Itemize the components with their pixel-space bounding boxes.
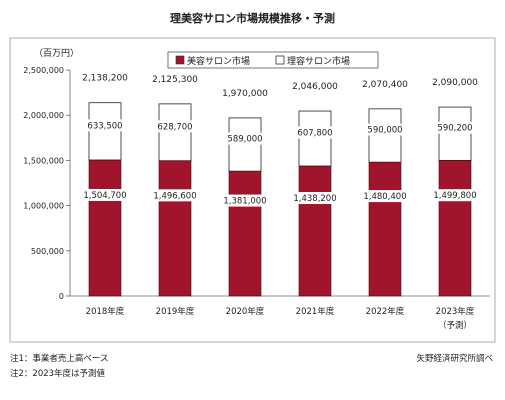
y-tick-label-0: 0 xyxy=(59,292,64,301)
bar-total-label-4: 2,070,400 xyxy=(362,80,408,90)
bar-barber-label-bg-3 xyxy=(293,126,337,139)
bar-total-label-3: 2,046,000 xyxy=(292,82,338,92)
bar-barber-label-bg-5 xyxy=(433,121,477,134)
bar-beauty-label-4: 1,480,400 xyxy=(363,192,406,202)
legend-swatch-barber xyxy=(275,55,285,65)
note-1: 注1：事業者売上高ベース xyxy=(10,354,109,364)
x-tick-label-2: 2020年度 xyxy=(226,306,265,317)
bar-beauty-label-bg-5 xyxy=(433,189,477,202)
y-tick-label-3: 1,500,000 xyxy=(23,156,64,165)
y-tick-label-5: 2,500,000 xyxy=(23,66,64,75)
legend-swatch-beauty xyxy=(175,55,185,65)
y-tick-label-2: 1,000,000 xyxy=(23,202,64,211)
bar-beauty-label-bg-1 xyxy=(153,189,197,202)
bar-beauty-label-bg-3 xyxy=(293,191,337,204)
bar-barber-label-bg-0 xyxy=(83,119,127,132)
bar-barber-label-4: 590,000 xyxy=(367,126,402,136)
chart-frame xyxy=(9,37,496,343)
bar-barber-label-bg-2 xyxy=(223,132,267,145)
bar-beauty-label-0: 1,504,700 xyxy=(83,191,126,201)
bar-barber-label-0: 633,500 xyxy=(87,121,122,131)
y-tick-label-1: 500,000 xyxy=(31,247,64,256)
bar-total-label-1: 2,125,300 xyxy=(152,75,198,85)
legend-label-barber: 理容サロン市場 xyxy=(287,55,350,67)
bar-barber-label-bg-4 xyxy=(363,123,407,136)
bar-barber-label-3: 607,800 xyxy=(297,129,332,139)
bar-total-label-2: 1,970,000 xyxy=(222,89,268,99)
legend-label-beauty: 美容サロン市場 xyxy=(187,55,250,67)
y-unit-label: （百万円） xyxy=(34,48,79,59)
bar-beauty-4 xyxy=(368,161,402,297)
x-tick-sublabel-5: （予測） xyxy=(438,320,472,331)
bar-beauty-label-bg-2 xyxy=(223,194,267,207)
bar-beauty-2 xyxy=(228,170,262,297)
bar-beauty-label-2: 1,381,000 xyxy=(223,197,266,207)
x-tick-label-4: 2022年度 xyxy=(366,306,405,317)
bar-beauty-label-5: 1,499,800 xyxy=(433,191,476,201)
x-tick-label-5: 2023年度 xyxy=(436,306,475,317)
x-tick-label-0: 2018年度 xyxy=(86,306,125,317)
bar-barber-label-bg-1 xyxy=(153,120,197,133)
x-tick-label-1: 2019年度 xyxy=(156,306,195,317)
bar-beauty-label-bg-4 xyxy=(363,190,407,203)
bar-total-label-0: 2,138,200 xyxy=(82,74,128,84)
bar-beauty-label-bg-0 xyxy=(83,188,127,201)
bar-beauty-label-1: 1,496,600 xyxy=(153,191,196,201)
bar-beauty-3 xyxy=(298,165,332,297)
bar-barber-label-5: 590,200 xyxy=(437,124,472,134)
bar-beauty-0 xyxy=(88,159,122,297)
note-2: 注2：2023年度は予測値 xyxy=(10,369,106,379)
bar-barber-label-2: 589,000 xyxy=(227,135,262,145)
bar-beauty-label-3: 1,438,200 xyxy=(293,194,336,204)
bar-barber-label-1: 628,700 xyxy=(157,122,192,132)
x-tick-label-3: 2021年度 xyxy=(296,306,335,317)
chart-title: 理美容サロン市場規模推移・予測 xyxy=(170,12,335,25)
legend-box xyxy=(167,51,379,69)
bar-beauty-5 xyxy=(438,160,472,297)
bar-beauty-1 xyxy=(158,160,192,297)
bar-total-label-5: 2,090,000 xyxy=(432,78,478,88)
source-label: 矢野経済研究所調べ xyxy=(416,354,493,364)
y-tick-label-4: 2,000,000 xyxy=(23,111,64,120)
